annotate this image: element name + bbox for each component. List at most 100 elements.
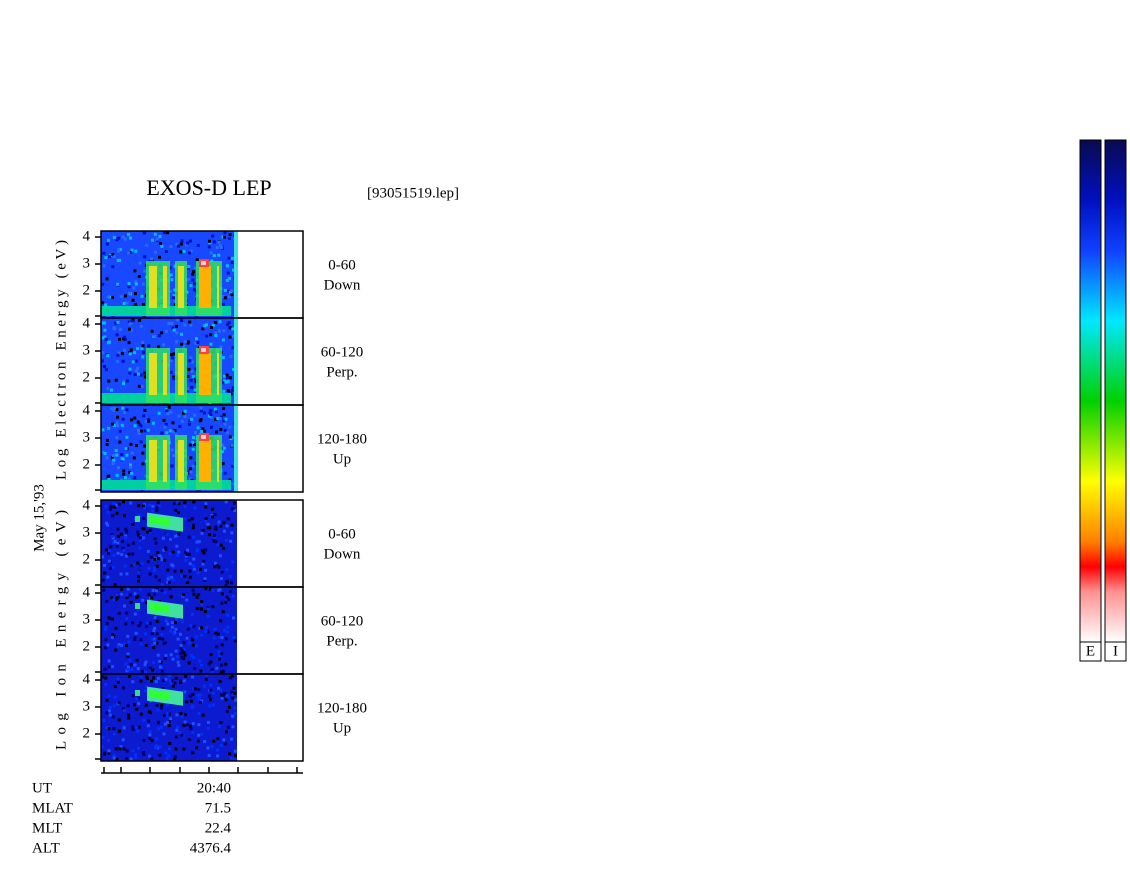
noise	[191, 447, 195, 451]
noise	[171, 657, 175, 661]
noise	[133, 663, 137, 667]
noise	[139, 440, 143, 444]
noise	[223, 742, 227, 746]
noise	[117, 337, 121, 341]
noise	[190, 654, 194, 658]
noise	[186, 387, 190, 391]
noise	[117, 236, 121, 240]
noise	[137, 570, 141, 574]
noise	[180, 342, 184, 346]
noise	[115, 503, 119, 507]
noise	[101, 282, 105, 286]
noise	[124, 535, 128, 539]
noise	[131, 360, 135, 364]
noise	[112, 754, 116, 758]
noise	[151, 589, 155, 593]
noise	[209, 409, 213, 413]
noise	[165, 756, 169, 760]
noise	[214, 540, 218, 544]
noise	[117, 351, 121, 355]
noise	[158, 745, 162, 749]
noise	[121, 359, 125, 363]
noise	[186, 266, 190, 270]
noise	[222, 406, 226, 410]
noise	[189, 624, 193, 628]
noise	[186, 580, 190, 584]
noise	[103, 328, 107, 332]
noise	[111, 536, 115, 540]
noise	[127, 552, 131, 556]
noise	[125, 572, 129, 576]
noise	[183, 720, 187, 724]
noise	[197, 733, 201, 737]
noise	[124, 662, 128, 666]
noise	[165, 431, 169, 435]
noise	[143, 375, 147, 379]
noise	[102, 719, 106, 723]
noise	[160, 703, 164, 707]
noise	[104, 683, 108, 687]
noise	[190, 385, 194, 389]
noise	[213, 627, 217, 631]
noise	[225, 431, 229, 435]
noise	[172, 296, 176, 300]
noise	[109, 566, 113, 570]
noise	[222, 446, 226, 450]
noise	[192, 656, 196, 660]
noise	[121, 406, 125, 410]
noise	[157, 721, 161, 725]
noise	[147, 418, 151, 422]
noise	[217, 520, 221, 524]
noise	[231, 436, 235, 440]
noise	[177, 532, 181, 536]
noise	[114, 747, 118, 751]
noise	[109, 407, 113, 411]
noise	[101, 450, 105, 454]
noise	[208, 704, 212, 708]
noise	[232, 368, 236, 372]
noise	[107, 477, 111, 481]
noise	[128, 322, 132, 326]
noise	[228, 425, 232, 429]
noise	[122, 726, 126, 730]
noise	[124, 447, 128, 451]
noise	[170, 679, 174, 683]
noise	[160, 244, 164, 248]
noise	[221, 303, 225, 307]
noise	[213, 565, 217, 569]
noise	[108, 507, 112, 511]
noise	[125, 596, 129, 600]
noise	[217, 588, 221, 592]
burst-core	[149, 440, 157, 482]
noise	[169, 653, 173, 657]
noise	[106, 386, 110, 390]
noise	[169, 359, 173, 363]
noise	[112, 732, 116, 736]
noise	[233, 691, 237, 695]
noise	[228, 676, 232, 680]
noise	[194, 390, 198, 394]
noise	[211, 691, 215, 695]
noise	[168, 537, 172, 541]
noise	[206, 746, 210, 750]
noise	[209, 425, 213, 429]
noise	[143, 662, 147, 666]
noise	[182, 411, 186, 415]
noise	[209, 653, 213, 657]
noise	[139, 621, 143, 625]
noise	[230, 261, 234, 265]
noise	[115, 238, 119, 242]
noise	[142, 231, 146, 235]
noise	[136, 530, 140, 534]
noise	[148, 666, 152, 670]
noise	[167, 754, 171, 758]
noise	[169, 244, 173, 248]
noise	[152, 646, 156, 650]
noise	[126, 665, 130, 669]
noise	[142, 414, 146, 418]
noise	[115, 473, 119, 477]
noise	[206, 720, 210, 724]
noise	[101, 555, 105, 559]
noise	[147, 503, 151, 507]
noise	[158, 554, 162, 558]
